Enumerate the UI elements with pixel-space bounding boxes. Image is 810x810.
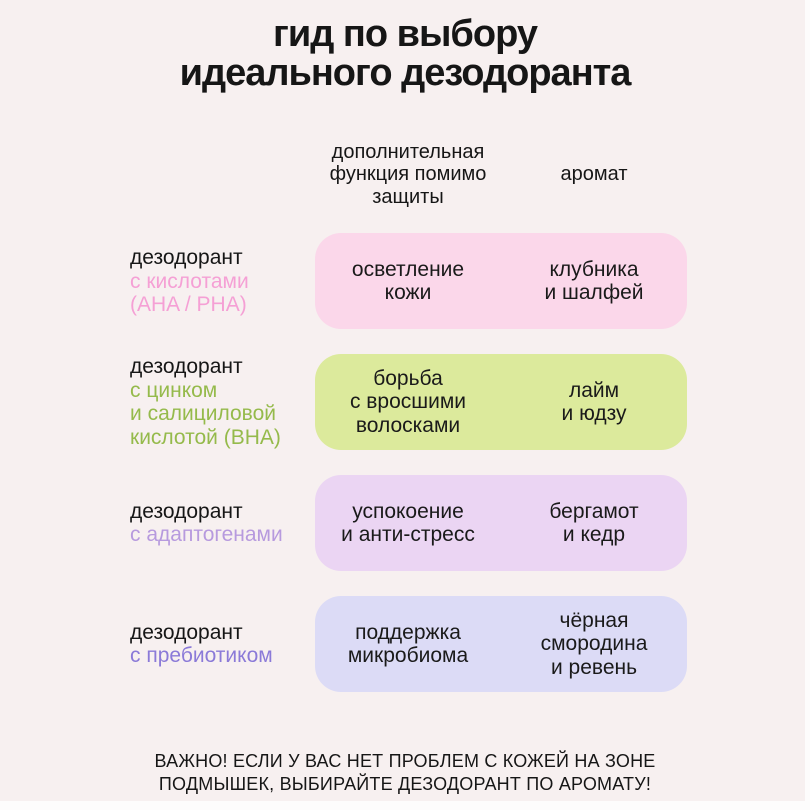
column-headers: дополнительная функция помимо защиты аро… bbox=[130, 141, 690, 209]
right-edge-strip bbox=[805, 0, 810, 810]
deodorant-row-zinc-bha: дезодорант с цинком и салициловой кислот… bbox=[130, 354, 690, 451]
deodorant-row-prebiotic: дезодорант с пребиотиком поддержка микро… bbox=[130, 596, 690, 693]
row-label-variant: с адаптогенами bbox=[130, 523, 283, 547]
deodorant-row-adaptogens: дезодорант с адаптогенами успокоение и а… bbox=[130, 475, 690, 572]
column-header-function: дополнительная функция помимо защиты bbox=[329, 140, 487, 208]
row-label-product: дезодорант bbox=[130, 620, 243, 644]
footer-note: ВАЖНО! ЕСЛИ У ВАС НЕТ ПРОБЛЕМ С КОЖЕЙ НА… bbox=[154, 751, 656, 795]
function-cell: борьба с вросшими волосками bbox=[349, 366, 467, 438]
row-label: дезодорант с пребиотиком bbox=[130, 621, 315, 668]
row-label-product: дезодорант bbox=[130, 246, 243, 269]
info-box: осветление кожи клубника и шалфей bbox=[315, 233, 687, 330]
info-box: борьба с вросшими волосками лайм и юдзу bbox=[315, 354, 687, 451]
aroma-cell: бергамот и кедр bbox=[549, 499, 639, 547]
row-label: дезодорант с адаптогенами bbox=[130, 500, 315, 547]
aroma-cell: чёрная смородина и ревень bbox=[540, 608, 648, 680]
function-cell: осветление кожи bbox=[351, 257, 465, 305]
row-label: дезодорант с цинком и салициловой кислот… bbox=[130, 355, 315, 449]
deodorant-row-acids: дезодорант с кислотами (AHA / PHA) освет… bbox=[130, 233, 690, 330]
row-label-product: дезодорант bbox=[130, 355, 243, 379]
bottom-edge-strip bbox=[0, 801, 810, 810]
function-cell: поддержка микробиома bbox=[347, 620, 469, 668]
page-title: гид по выбору идеального дезодоранта bbox=[179, 13, 632, 94]
aroma-cell: клубника и шалфей bbox=[544, 257, 644, 305]
guide-table: дополнительная функция помимо защиты аро… bbox=[130, 141, 690, 693]
row-label: дезодорант с кислотами (AHA / PHA) bbox=[130, 246, 315, 317]
row-label-variant: с цинком и салициловой кислотой (BHA) bbox=[130, 378, 281, 449]
info-box: поддержка микробиома чёрная смородина и … bbox=[315, 596, 687, 693]
row-label-product: дезодорант bbox=[130, 499, 243, 523]
row-label-variant: с пребиотиком bbox=[130, 644, 273, 668]
info-box: успокоение и анти-стресс бергамот и кедр bbox=[315, 475, 687, 572]
row-label-variant: с кислотами (AHA / PHA) bbox=[130, 269, 249, 317]
function-cell: успокоение и анти-стресс bbox=[341, 499, 475, 547]
aroma-cell: лайм и юдзу bbox=[561, 378, 627, 426]
column-header-aroma: аромат bbox=[560, 163, 628, 186]
